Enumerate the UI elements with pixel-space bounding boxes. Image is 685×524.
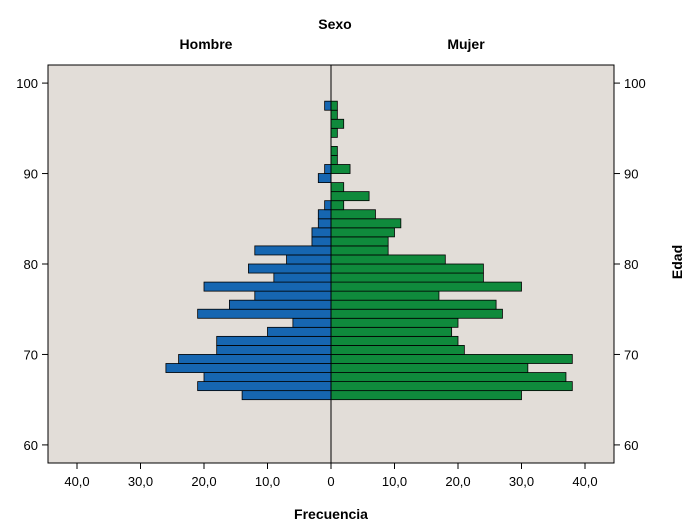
hombre-bar-age-97 bbox=[324, 100, 332, 111]
y-tick-label-right: 70 bbox=[624, 347, 638, 362]
hombre-bar-age-86 bbox=[324, 200, 332, 211]
y-tick-label-right: 80 bbox=[624, 257, 638, 272]
hombre-bar-age-71 bbox=[216, 335, 332, 346]
mujer-bar-age-79 bbox=[330, 263, 484, 274]
y-tick-label-left: 70 bbox=[24, 347, 38, 362]
hombre-bar-age-83 bbox=[311, 227, 332, 238]
hombre-bar-age-67 bbox=[203, 372, 332, 382]
mujer-bar-age-75 bbox=[330, 299, 497, 310]
hombre-bar-age-65 bbox=[241, 390, 332, 401]
x-tick-label: 30,0 bbox=[128, 474, 153, 489]
mujer-bar-age-72 bbox=[330, 326, 453, 337]
mujer-bars bbox=[330, 100, 573, 401]
x-tick-label: 40,0 bbox=[572, 474, 597, 489]
legend-mujer: Mujer bbox=[447, 36, 485, 52]
hombre-bar-age-82 bbox=[311, 236, 332, 247]
hombre-bar-age-76 bbox=[254, 290, 332, 301]
mujer-bar-age-88 bbox=[330, 182, 345, 193]
hombre-bar-age-78 bbox=[273, 272, 332, 283]
y-tick-label-left: 100 bbox=[16, 76, 38, 91]
mujer-bar-age-78 bbox=[330, 272, 484, 283]
y-axis-label: Edad bbox=[669, 245, 685, 279]
y-tick-label-left: 90 bbox=[24, 167, 38, 182]
hombre-bar-age-72 bbox=[267, 326, 332, 337]
x-tick-label: 30,0 bbox=[509, 474, 534, 489]
mujer-bar-age-90 bbox=[330, 164, 351, 174]
hombre-bar-age-69 bbox=[178, 354, 332, 364]
mujer-bar-age-65 bbox=[330, 390, 522, 401]
mujer-bar-age-97 bbox=[330, 100, 338, 111]
mujer-bar-age-81 bbox=[330, 245, 389, 256]
hombre-bar-age-77 bbox=[203, 281, 332, 292]
x-tick-label: 20,0 bbox=[445, 474, 470, 489]
mujer-bar-age-87 bbox=[330, 191, 370, 202]
mujer-bar-age-66 bbox=[330, 381, 573, 392]
x-tick-label: 20,0 bbox=[191, 474, 216, 489]
x-tick-label: 40,0 bbox=[64, 474, 89, 489]
x-axis-label: Frecuencia bbox=[294, 506, 368, 522]
hombre-bar-age-68 bbox=[165, 363, 332, 373]
mujer-bar-age-73 bbox=[330, 317, 459, 328]
hombre-bars bbox=[165, 100, 332, 401]
mujer-bar-age-77 bbox=[330, 281, 522, 292]
hombre-bar-age-66 bbox=[197, 381, 332, 392]
hombre-bar-age-73 bbox=[292, 317, 332, 328]
mujer-bar-age-76 bbox=[330, 290, 440, 301]
mujer-bar-age-91 bbox=[330, 155, 338, 165]
mujer-bar-age-86 bbox=[330, 200, 345, 211]
hombre-bar-age-80 bbox=[286, 254, 332, 265]
mujer-bar-age-67 bbox=[330, 372, 567, 382]
mujer-bar-age-80 bbox=[330, 254, 446, 265]
y-tick-label-left: 80 bbox=[24, 257, 38, 272]
hombre-bar-age-81 bbox=[254, 245, 332, 256]
y-tick-label-right: 90 bbox=[624, 167, 638, 182]
mujer-bar-age-82 bbox=[330, 236, 389, 247]
chart-title: Sexo bbox=[318, 16, 351, 32]
hombre-bar-age-70 bbox=[216, 345, 332, 355]
x-tick-label: 0 bbox=[327, 474, 334, 489]
x-tick-label: 10,0 bbox=[382, 474, 407, 489]
mujer-bar-age-85 bbox=[330, 209, 376, 220]
hombre-bar-age-90 bbox=[324, 164, 332, 174]
mujer-bar-age-71 bbox=[330, 335, 459, 346]
hombre-bar-age-84 bbox=[317, 218, 332, 229]
legend-hombre: Hombre bbox=[180, 36, 233, 52]
mujer-bar-age-92 bbox=[330, 146, 338, 156]
y-tick-label-right: 100 bbox=[624, 76, 646, 91]
mujer-bar-age-96 bbox=[330, 109, 338, 120]
mujer-bar-age-94 bbox=[330, 127, 338, 138]
mujer-bar-age-83 bbox=[330, 227, 395, 238]
x-tick-label: 10,0 bbox=[255, 474, 280, 489]
hombre-bar-age-85 bbox=[317, 209, 332, 220]
mujer-bar-age-68 bbox=[330, 363, 529, 373]
mujer-bar-age-74 bbox=[330, 308, 503, 319]
mujer-bar-age-69 bbox=[330, 354, 573, 364]
y-tick-label-left: 60 bbox=[24, 438, 38, 453]
mujer-bar-age-70 bbox=[330, 345, 465, 355]
hombre-bar-age-75 bbox=[228, 299, 332, 310]
y-axis: 60 60 70 70 80 80 90 90 100 100 bbox=[16, 76, 645, 453]
x-axis: 40,0 30,0 20,0 10,0 0 10,0 20,0 30,0 40,0 bbox=[64, 463, 598, 489]
y-tick-label-right: 60 bbox=[624, 438, 638, 453]
mujer-bar-age-95 bbox=[330, 118, 345, 129]
hombre-bar-age-79 bbox=[248, 263, 332, 274]
hombre-bar-age-74 bbox=[197, 308, 332, 319]
mujer-bar-age-84 bbox=[330, 218, 402, 229]
hombre-bar-age-89 bbox=[317, 173, 332, 183]
